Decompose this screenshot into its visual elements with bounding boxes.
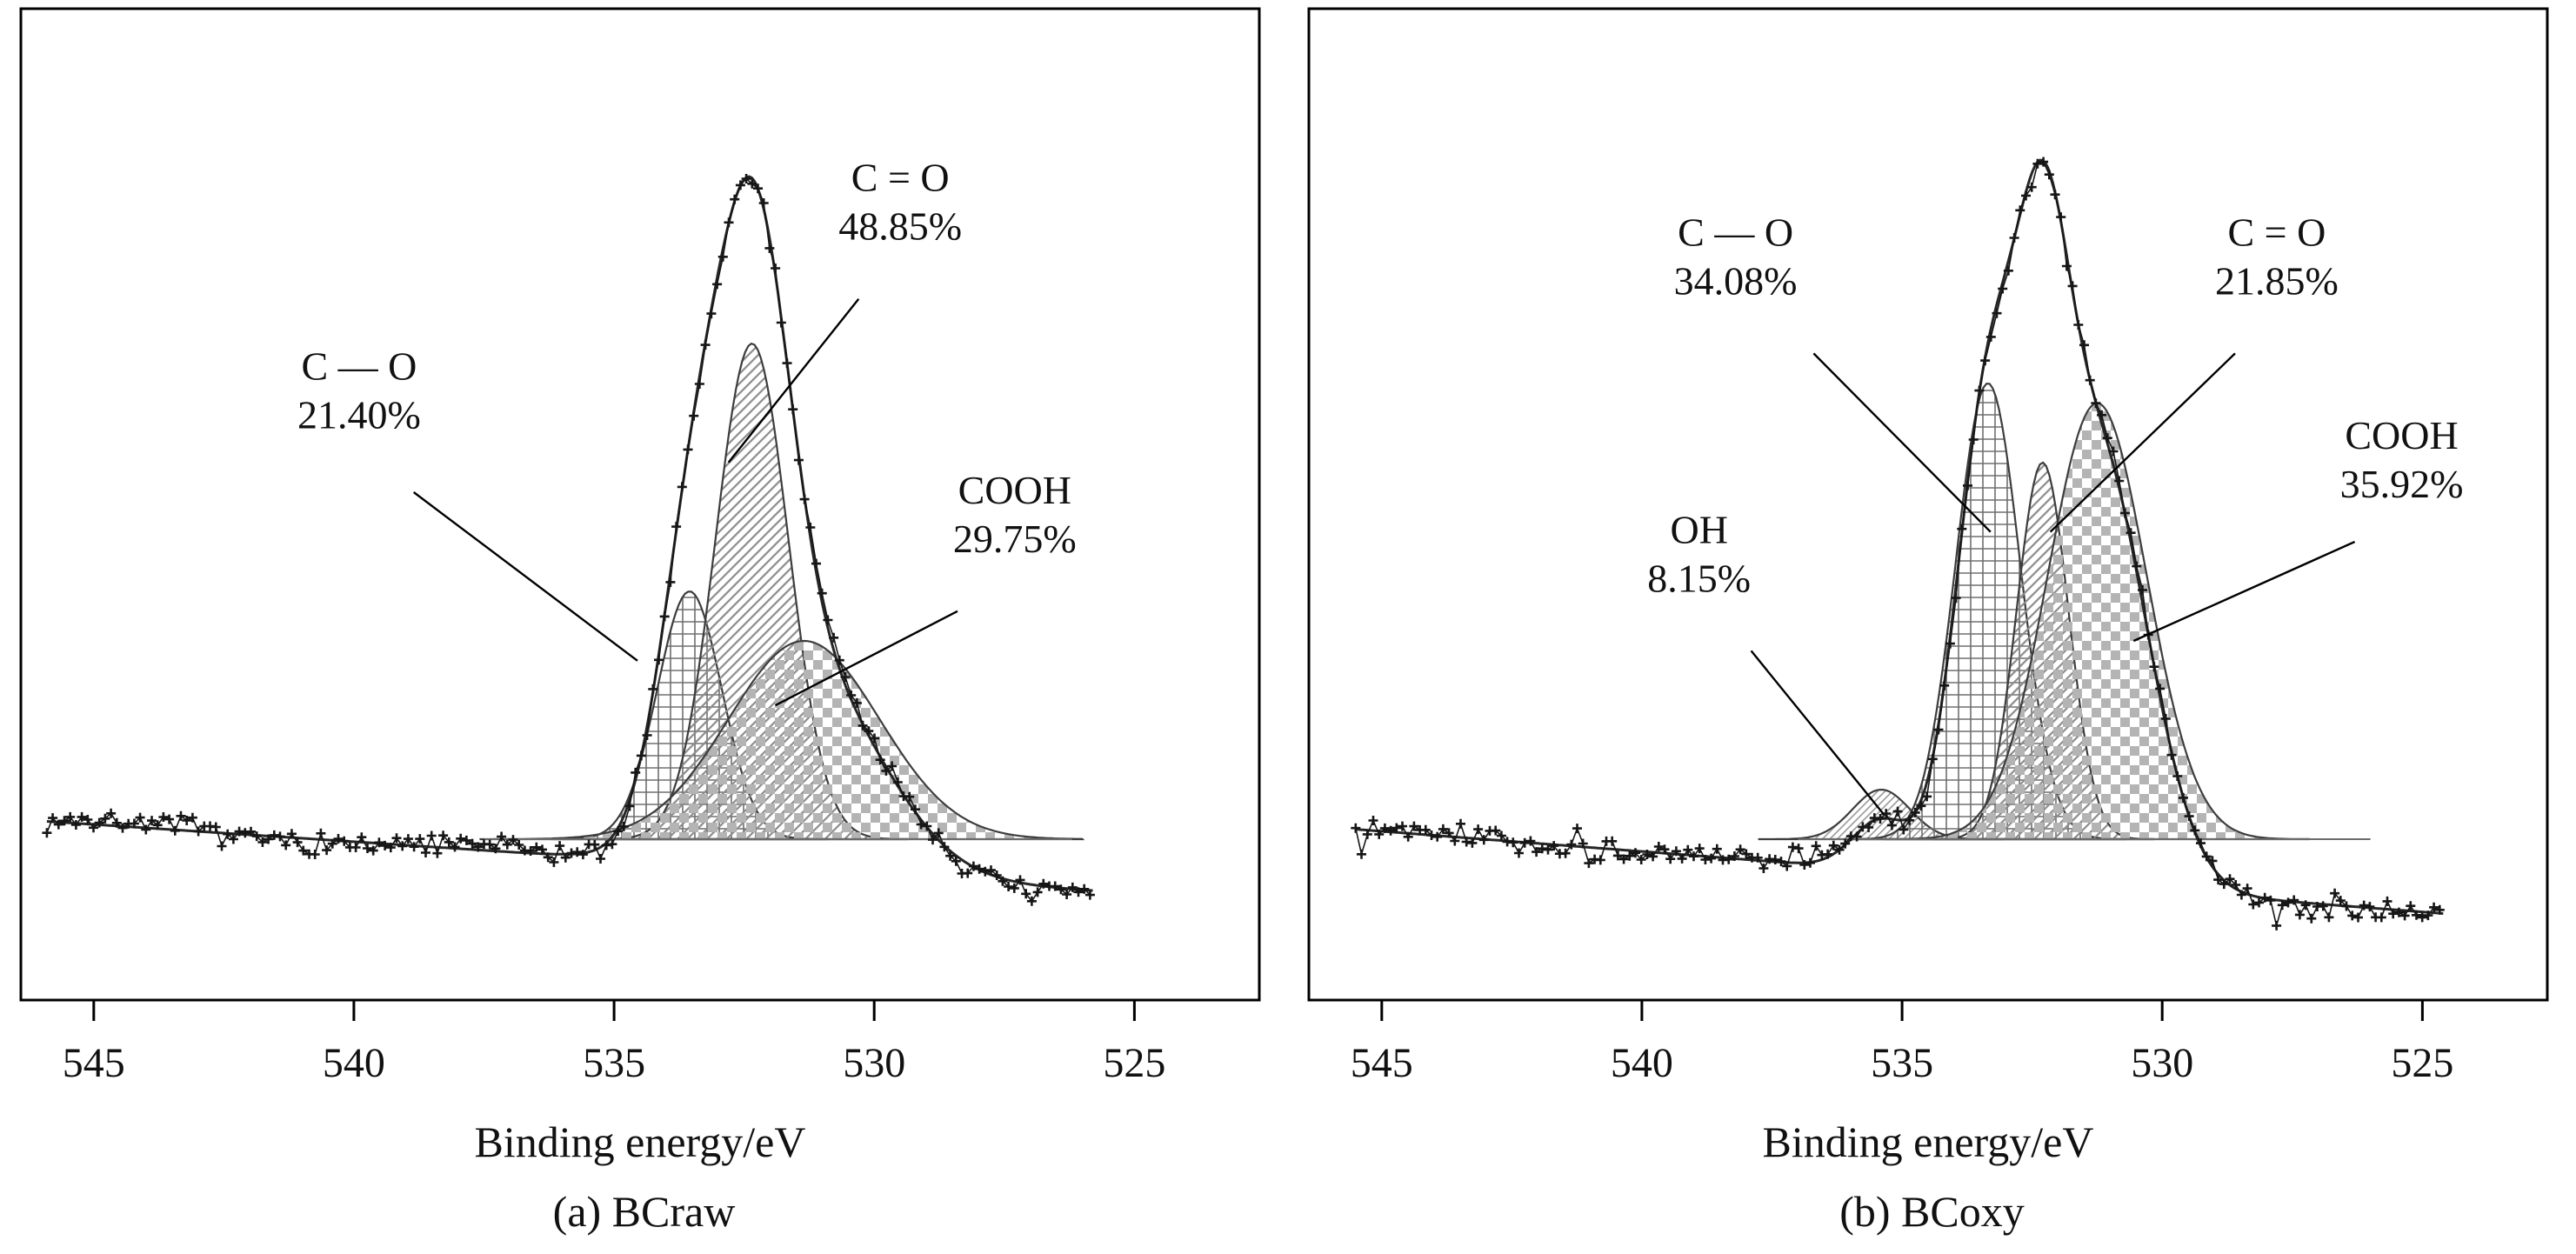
plot-box [19,7,1261,1002]
annotation-formula-cooh: COOH [958,468,1071,512]
panel-caption-a: (a) BCraw [552,1187,736,1236]
leader-line-c2o [727,297,860,464]
x-tick-label: 525 [2391,1040,2453,1086]
annotation-percent-c-o: 21.40% [297,392,421,437]
annotation-formula-c-o: C — O [301,344,417,388]
x-tick-label: 540 [323,1040,385,1086]
x-tick-label: 535 [1871,1040,1933,1086]
leader-line-c-o [412,491,638,662]
panel-bcoxy: OH 8.15% C — O 34.08% C = O 21.85% COOH 35.92% 5… [1288,0,2576,1254]
data-point-markers [42,174,1095,906]
annotation-formula-c2o: C = O [851,156,950,200]
annotation-percent-c-o: 34.08% [1674,258,1798,303]
leader-line-c2o [2049,352,2236,533]
x-axis-label: Binding energy/eV [475,1117,806,1166]
x-tick-label: 540 [1611,1040,1673,1086]
leader-line-cooh [775,610,958,707]
panel-bcraw: C — O 21.40% C = O 48.85% COOH 29.75% 545 540 53… [19,7,1261,1236]
annotation-percent-c2o: 21.85% [2215,258,2339,303]
annotation-formula-oh: OH [1670,507,1727,551]
leader-line-c-o [1812,352,1992,533]
x-tick-label: 535 [583,1040,645,1086]
data-point-markers [1351,157,2445,930]
annotation-formula-cooh: COOH [2345,413,2458,457]
plot-content-b: OH 8.15% C — O34.08% C = O21.85% COOH 35.92% 5… [1307,7,2549,1086]
xps-plot-bcraw: C — O21.40% C = O48.85% COOH 29.75% 545 540 53… [19,7,1261,1166]
x-tick-label: 525 [1103,1040,1165,1086]
annotation-percent-cooh: 35.92% [2340,462,2464,506]
xps-plot-bcoxy: OH 8.15% C — O34.08% C = O21.85% COOH 35.92% 5… [1307,7,2549,1166]
x-tick-label: 530 [2131,1040,2193,1086]
x-tick-label: 545 [1351,1040,1413,1086]
x-tick-label: 530 [843,1040,905,1086]
x-axis-label: Binding energy/eV [1763,1117,2094,1166]
leader-line-oh [1750,650,1885,816]
annotation-percent-oh: 8.15% [1647,556,1751,600]
annotation-formula-c-o: C — O [1678,210,1793,254]
annotation-formula-c2o: C = O [2227,210,2326,254]
leader-line-cooh [2132,540,2356,643]
annotation-percent-cooh: 29.75% [953,517,1077,561]
panel-caption-b: (b) BCoxy [1839,1187,2025,1236]
plot-content-a: C — O21.40% C = O48.85% COOH 29.75% 545 540 53… [19,7,1261,1086]
x-tick-label: 545 [63,1040,125,1086]
annotation-percent-c2o: 48.85% [838,204,962,249]
component-peak-cooh [479,639,1085,841]
